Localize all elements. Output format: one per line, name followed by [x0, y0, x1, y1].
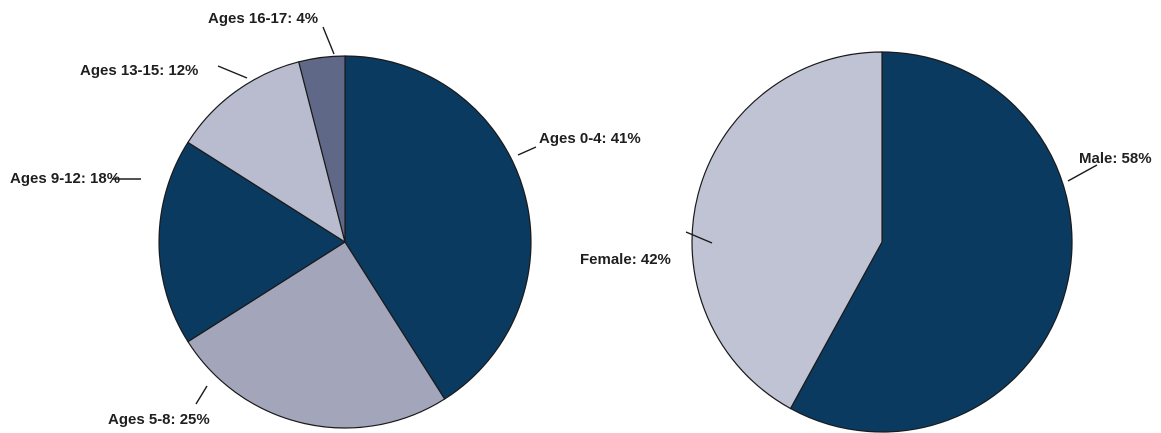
- slice-label-ages-0-4: Ages 0-4: 41%: [539, 130, 641, 147]
- leader-line-female: [685, 231, 713, 244]
- slice-label-ages-5-8: Ages 5-8: 25%: [108, 411, 210, 428]
- leader-line-ages-5-8: [195, 385, 208, 405]
- slice-label-male: Male: 58%: [1079, 150, 1152, 167]
- leader-line-ages-13-15: [217, 65, 248, 79]
- pie-slice-ages-16-17: [298, 55, 346, 243]
- slice-label-ages-13-15: Ages 13-15: 12%: [80, 62, 198, 79]
- pie-slice-ages-5-8: [187, 241, 446, 429]
- pie-slice-ages-9-12: [158, 141, 347, 343]
- age-pie-chart: Ages 0-4: 41% Ages 5-8: 25% Ages 9-12: 18%…: [10, 10, 641, 429]
- gender-pie-chart: Male: 58% Female: 42%: [580, 51, 1152, 433]
- leader-line-ages-16-17: [322, 26, 335, 55]
- slice-label-ages-16-17: Ages 16-17: 4%: [208, 10, 318, 27]
- pie-slice-male: [789, 51, 1073, 433]
- pie-slice-female: [691, 51, 883, 410]
- pie-slice-ages-13-15: [187, 61, 346, 244]
- leader-line-male: [1067, 164, 1098, 182]
- leader-line-ages-0-4: [517, 146, 537, 156]
- slice-label-ages-9-12: Ages 9-12: 18%: [10, 170, 120, 187]
- slice-label-female: Female: 42%: [580, 251, 671, 268]
- pie-slice-ages-0-4: [344, 55, 532, 400]
